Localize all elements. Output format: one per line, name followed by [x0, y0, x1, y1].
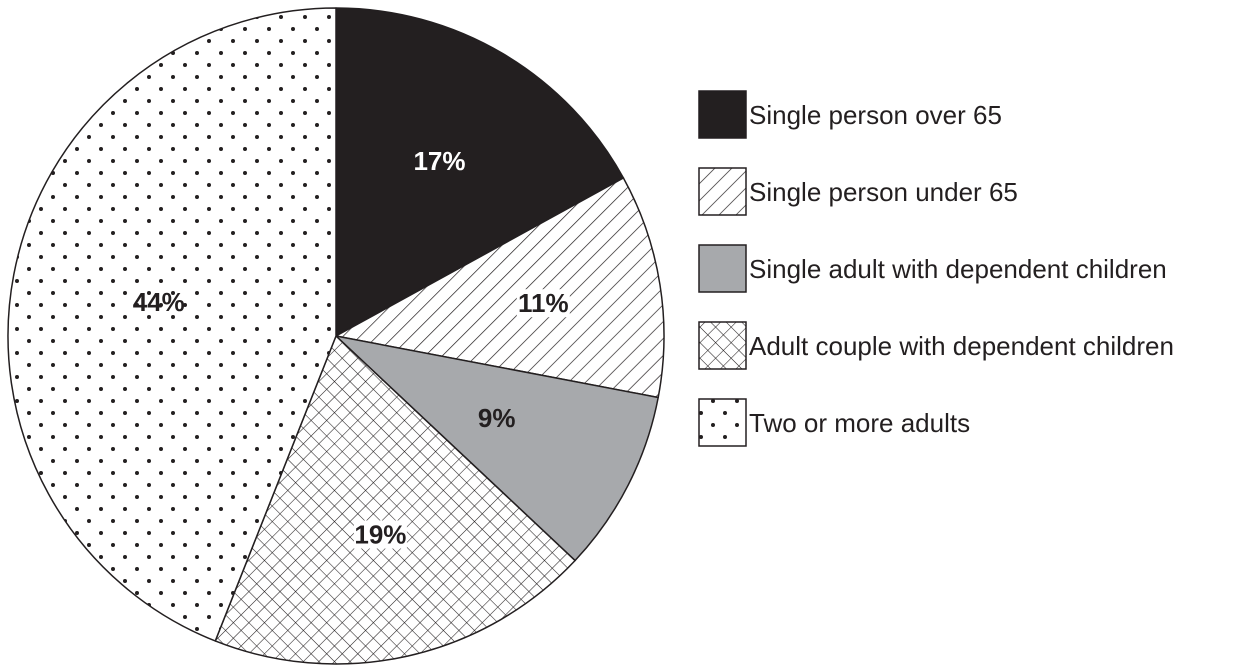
legend-swatch-5 [698, 398, 747, 447]
legend-swatch-1 [698, 90, 747, 139]
slice-label-1: 17% [413, 146, 465, 176]
slice-label-3: 9% [478, 403, 516, 433]
pie-slice-2 [335, 177, 665, 399]
legend-label-4: Adult couple with dependent children [749, 331, 1174, 361]
legend-label-5: Two or more adults [749, 408, 970, 438]
slice-label-2: 11% [518, 288, 569, 318]
legend-label-1: Single person over 65 [749, 100, 1002, 130]
legend-swatch-2 [698, 167, 747, 216]
pie-slice-4 [214, 335, 576, 665]
slice-label-background-4 [353, 520, 407, 549]
pie-slice-5 [7, 7, 337, 642]
legend-label-2: Single person under 65 [749, 177, 1018, 207]
pie-slice-1 [335, 7, 625, 337]
slice-label-4: 19% [354, 520, 406, 550]
legend-swatch-3 [698, 244, 747, 293]
slice-label-background-2 [516, 289, 570, 318]
slice-label-5: 44% [133, 287, 185, 317]
legend: Single person over 65 Single person under… [698, 90, 1174, 447]
pie-slice-3 [335, 335, 659, 562]
legend-label-3: Single adult with dependent children [749, 254, 1167, 284]
legend-swatch-4 [698, 321, 747, 370]
